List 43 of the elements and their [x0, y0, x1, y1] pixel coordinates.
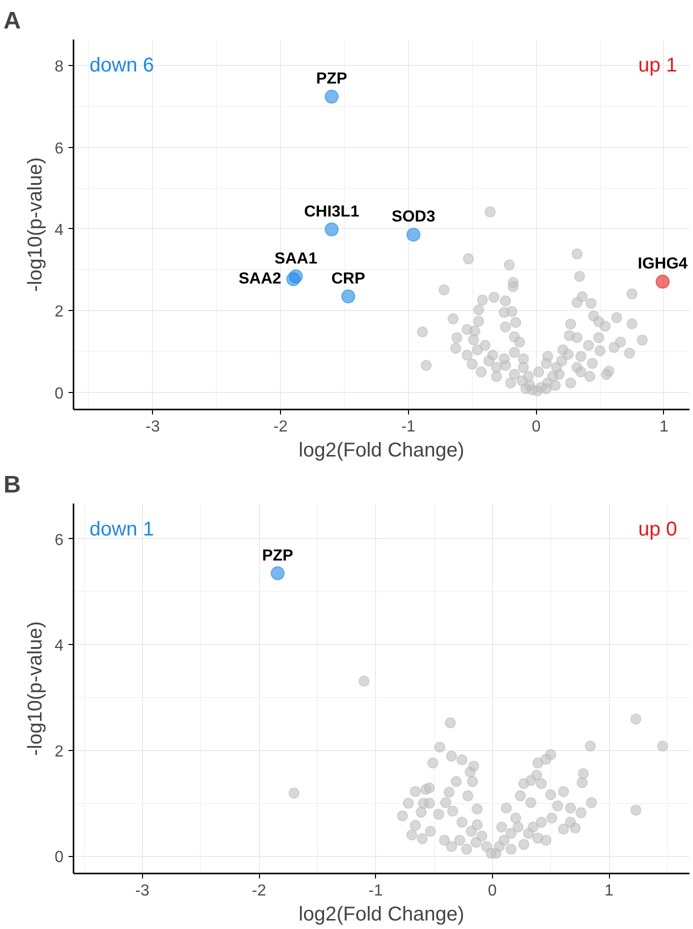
point	[341, 289, 356, 304]
x-tick-label: 1	[604, 882, 614, 900]
x-tick-label: -1	[401, 418, 416, 436]
x-axis-title: log2(Fold Change)	[298, 440, 464, 462]
y-tick-label: 4	[54, 638, 64, 655]
x-tick-label: -2	[252, 882, 266, 900]
y-axis-title: -log10(p-value)	[24, 157, 47, 292]
x-tick-label: -2	[273, 418, 288, 436]
x-axis-title: log2(Fold Change)	[298, 904, 464, 926]
text: down 6	[90, 54, 154, 76]
text: down 1	[90, 518, 154, 540]
point	[406, 228, 420, 242]
annotation: CRP	[331, 270, 366, 288]
annotation: PZP	[262, 547, 294, 564]
x-tick-label: 1	[659, 418, 668, 436]
y-tick-label: 6	[54, 140, 64, 158]
point	[324, 90, 339, 104]
x-tick-label: 0	[488, 882, 497, 900]
annotation: PZP	[316, 70, 348, 88]
annotation: IGHG4	[638, 256, 688, 273]
legend-label: up 0	[638, 518, 678, 540]
text: up 1	[638, 54, 678, 76]
annotation: SAA1	[274, 250, 318, 268]
y-tick-label: 4	[54, 222, 64, 239]
y-tick-label: 0	[54, 385, 64, 402]
point	[324, 222, 339, 236]
y-tick-label: 0	[54, 849, 64, 866]
annotation: CHI3L1	[304, 203, 360, 220]
y-tick-label: 6	[54, 532, 64, 549]
y-axis-title: -log10(p-value)	[24, 621, 47, 756]
chart-title: B	[4, 472, 21, 498]
x-tick-label: -3	[135, 882, 150, 900]
point	[286, 272, 300, 286]
annotation: SOD3	[392, 208, 436, 226]
x-tick-label: -3	[146, 418, 160, 436]
chart-title: A	[4, 8, 21, 34]
point	[656, 274, 670, 289]
y-tick-label: 2	[54, 304, 64, 321]
y-tick-label: 8	[54, 58, 64, 76]
y-tick-label: 2	[54, 743, 64, 760]
x-tick-label: -1	[368, 882, 383, 900]
annotation: SAA2	[238, 270, 282, 288]
x-tick-label: 0	[532, 418, 541, 436]
